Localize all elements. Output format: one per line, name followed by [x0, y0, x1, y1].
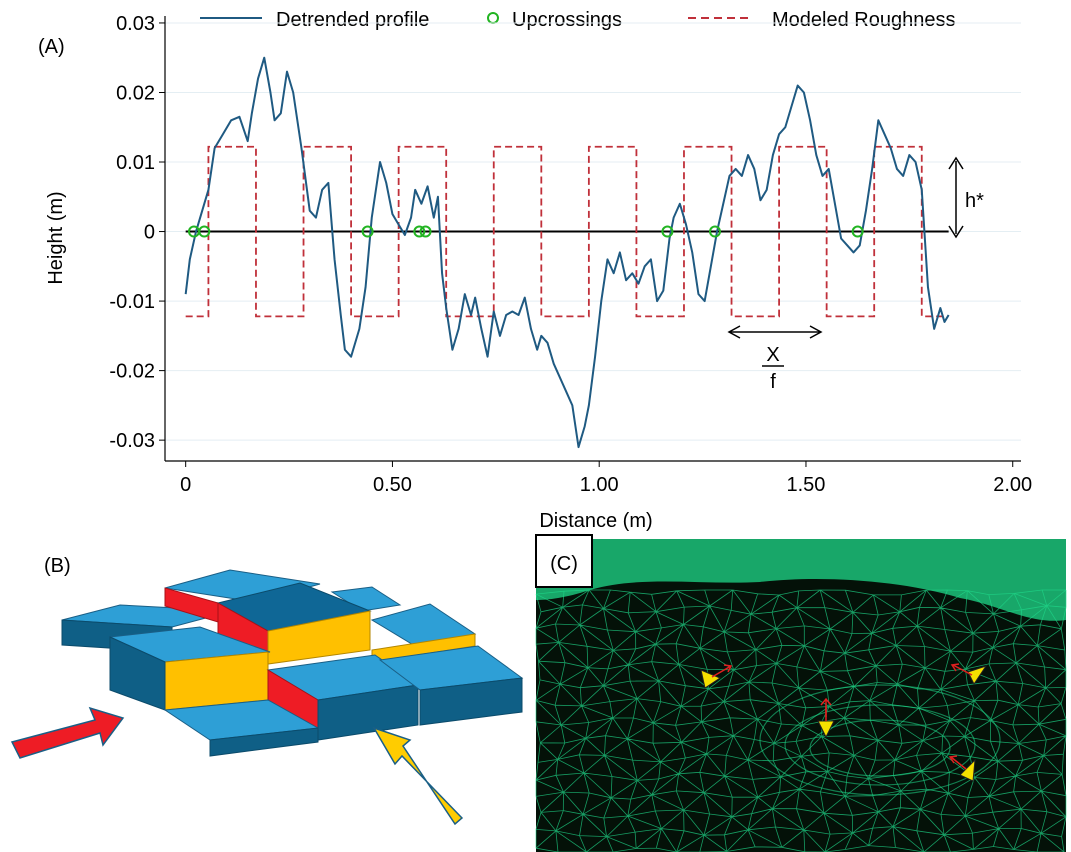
vector-marker: [967, 665, 988, 685]
spacing-annotation: X f: [727, 325, 823, 393]
upcrossing-point: [661, 225, 674, 238]
panel-a: (A) Detrended profile Upcrossings Modele…: [38, 9, 1032, 532]
upcrossing-point: [708, 225, 721, 238]
mesh-vectors: [700, 663, 988, 782]
block-side: [317, 684, 419, 741]
spacing-numerator: X: [766, 344, 779, 366]
spacing-denominator: f: [770, 371, 776, 393]
vector-marker: [959, 758, 976, 782]
mesh-contour: [809, 719, 951, 777]
legend: Detrended profile Upcrossings Modeled Ro…: [200, 9, 955, 31]
height-annotation: h*: [948, 156, 984, 239]
upcrossing-point: [361, 225, 374, 238]
plot-series: [184, 56, 950, 449]
x-tick-label: 1.50: [786, 474, 825, 496]
mesh-rim: [536, 539, 1066, 621]
panel-c-label-box: [535, 534, 593, 588]
x-tick-label: 0: [180, 474, 191, 496]
y-tick-label: 0.03: [116, 13, 155, 35]
x-tick-label: 0.50: [373, 474, 412, 496]
upcrossing-point: [413, 225, 426, 238]
panel-b: (B): [10, 555, 524, 826]
series-detrended-profile: [184, 56, 950, 449]
panel-c-label: (C): [550, 553, 578, 575]
y-tick-label: 0.01: [116, 152, 155, 174]
legend-label-profile: Detrended profile: [276, 9, 429, 31]
x-axis-label: Distance (m): [539, 510, 652, 532]
x-tick-label: 1.00: [580, 474, 619, 496]
block-array: [61, 569, 524, 757]
upcrossing-point: [851, 225, 864, 238]
y-tick-label: -0.01: [109, 291, 155, 313]
height-annotation-label: h*: [965, 190, 984, 212]
y-axis-label: Height (m): [45, 191, 67, 284]
x-tick-label: 2.00: [993, 474, 1032, 496]
y-tick-label: -0.03: [109, 430, 155, 452]
legend-label-upcrossings: Upcrossings: [512, 9, 622, 31]
panel-c: (C): [535, 534, 1067, 852]
upcrossing-point: [419, 225, 432, 238]
y-tick-label: -0.02: [109, 361, 155, 383]
red-arrow: [10, 706, 125, 759]
vector-marker: [700, 669, 722, 689]
mesh-wireframe: [535, 589, 1067, 852]
series-modeled-roughness: [185, 145, 945, 318]
panel-b-label: (B): [44, 555, 71, 577]
mesh-lines: [535, 589, 1067, 852]
y-tick-label: 0: [144, 222, 155, 244]
y-tick-label: 0.02: [116, 82, 155, 104]
block-side: [419, 677, 523, 726]
yellow-arrow: [372, 726, 464, 826]
legend-label-roughness: Modeled Roughness: [772, 9, 955, 31]
plot-axes: -0.03 -0.02 -0.01 0 0.01 0.02 0.03 0 0.50 1.00 1.5…: [109, 13, 1032, 496]
mesh-contour: [784, 704, 976, 786]
mesh-contour: [759, 684, 1001, 796]
legend-swatch-upcrossings: [487, 12, 499, 24]
block-side: [209, 727, 319, 757]
upcrossing-point: [198, 225, 211, 238]
panel-a-label: (A): [38, 36, 65, 58]
